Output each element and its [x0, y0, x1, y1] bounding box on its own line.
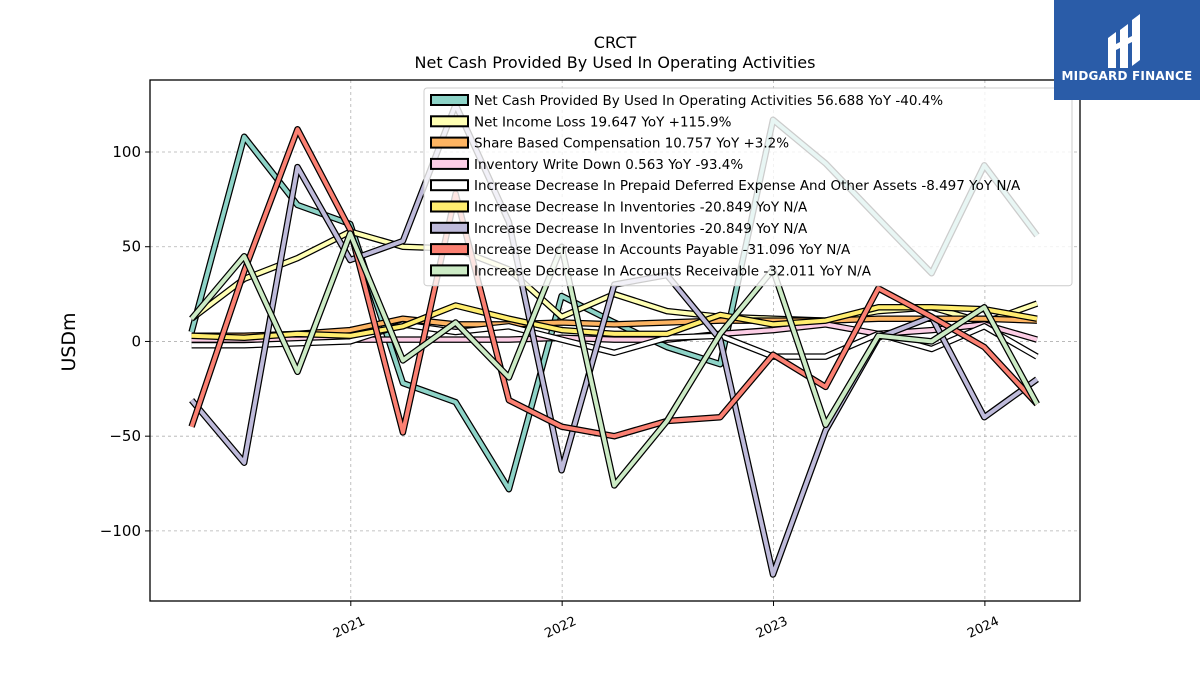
legend: Net Cash Provided By Used In Operating A…: [423, 87, 1073, 287]
y-tick-label: −50: [109, 427, 141, 445]
plot-frame: [149, 79, 1081, 602]
legend-label: Inventory Write Down 0.563 YoY -93.4%: [474, 157, 743, 173]
y-tick-label: 0: [131, 332, 141, 350]
logo-text: MIDGARD FINANCE: [1061, 69, 1193, 83]
legend-swatch: [430, 157, 469, 170]
legend-swatch: [430, 136, 469, 149]
legend-label: Increase Decrease In Inventories -20.849…: [474, 221, 808, 237]
series-8: [189, 230, 1040, 489]
series-line: [191, 316, 1038, 338]
y-tick-label: 50: [122, 238, 141, 256]
legend-label: Share Based Compensation 10.757 YoY +3.2…: [474, 136, 789, 152]
legend-label: Increase Decrease In Inventories -20.849…: [474, 200, 808, 216]
legend-frame: [423, 87, 1073, 287]
legend-swatch: [430, 94, 469, 106]
series-line: [189, 127, 1039, 439]
legend-label: Net Cash Provided By Used In Operating A…: [474, 93, 943, 109]
legend-label: Net Income Loss 19.647 YoY +115.9%: [474, 114, 732, 130]
chart-title: CRCT: [594, 33, 637, 52]
legend-swatch: [430, 221, 469, 234]
brand-logo: MIDGARD FINANCE: [1054, 0, 1200, 100]
legend-label: Increase Decrease In Accounts Receivable…: [474, 263, 872, 279]
legend-label: Increase Decrease In Accounts Payable -3…: [474, 242, 851, 258]
chart-subtitle: Net Cash Provided By Used In Operating A…: [415, 53, 816, 72]
x-tick-label: 2021: [331, 614, 367, 642]
series-5: [191, 302, 1038, 341]
x-tick-label: 2024: [965, 614, 1001, 642]
series-2: [191, 315, 1038, 340]
legend-swatch: [430, 264, 469, 277]
logo-mark-icon: [1108, 14, 1140, 68]
x-tick-label: 2023: [754, 614, 790, 642]
legend-swatch: [430, 200, 469, 213]
legend-swatch: [430, 243, 469, 256]
series-7: [188, 126, 1040, 440]
x-tick-label: 2022: [543, 614, 579, 642]
series-layer: [188, 101, 1040, 578]
legend-swatch: [430, 179, 469, 192]
y-tick-label: 100: [112, 143, 141, 161]
y-tick-label: −100: [100, 522, 141, 540]
legend-swatch: [430, 115, 469, 128]
series-line: [190, 231, 1039, 488]
y-axis-label: USDm: [58, 312, 80, 371]
legend-label: Increase Decrease In Prepaid Deferred Ex…: [474, 178, 1021, 194]
series-line: [191, 303, 1038, 340]
